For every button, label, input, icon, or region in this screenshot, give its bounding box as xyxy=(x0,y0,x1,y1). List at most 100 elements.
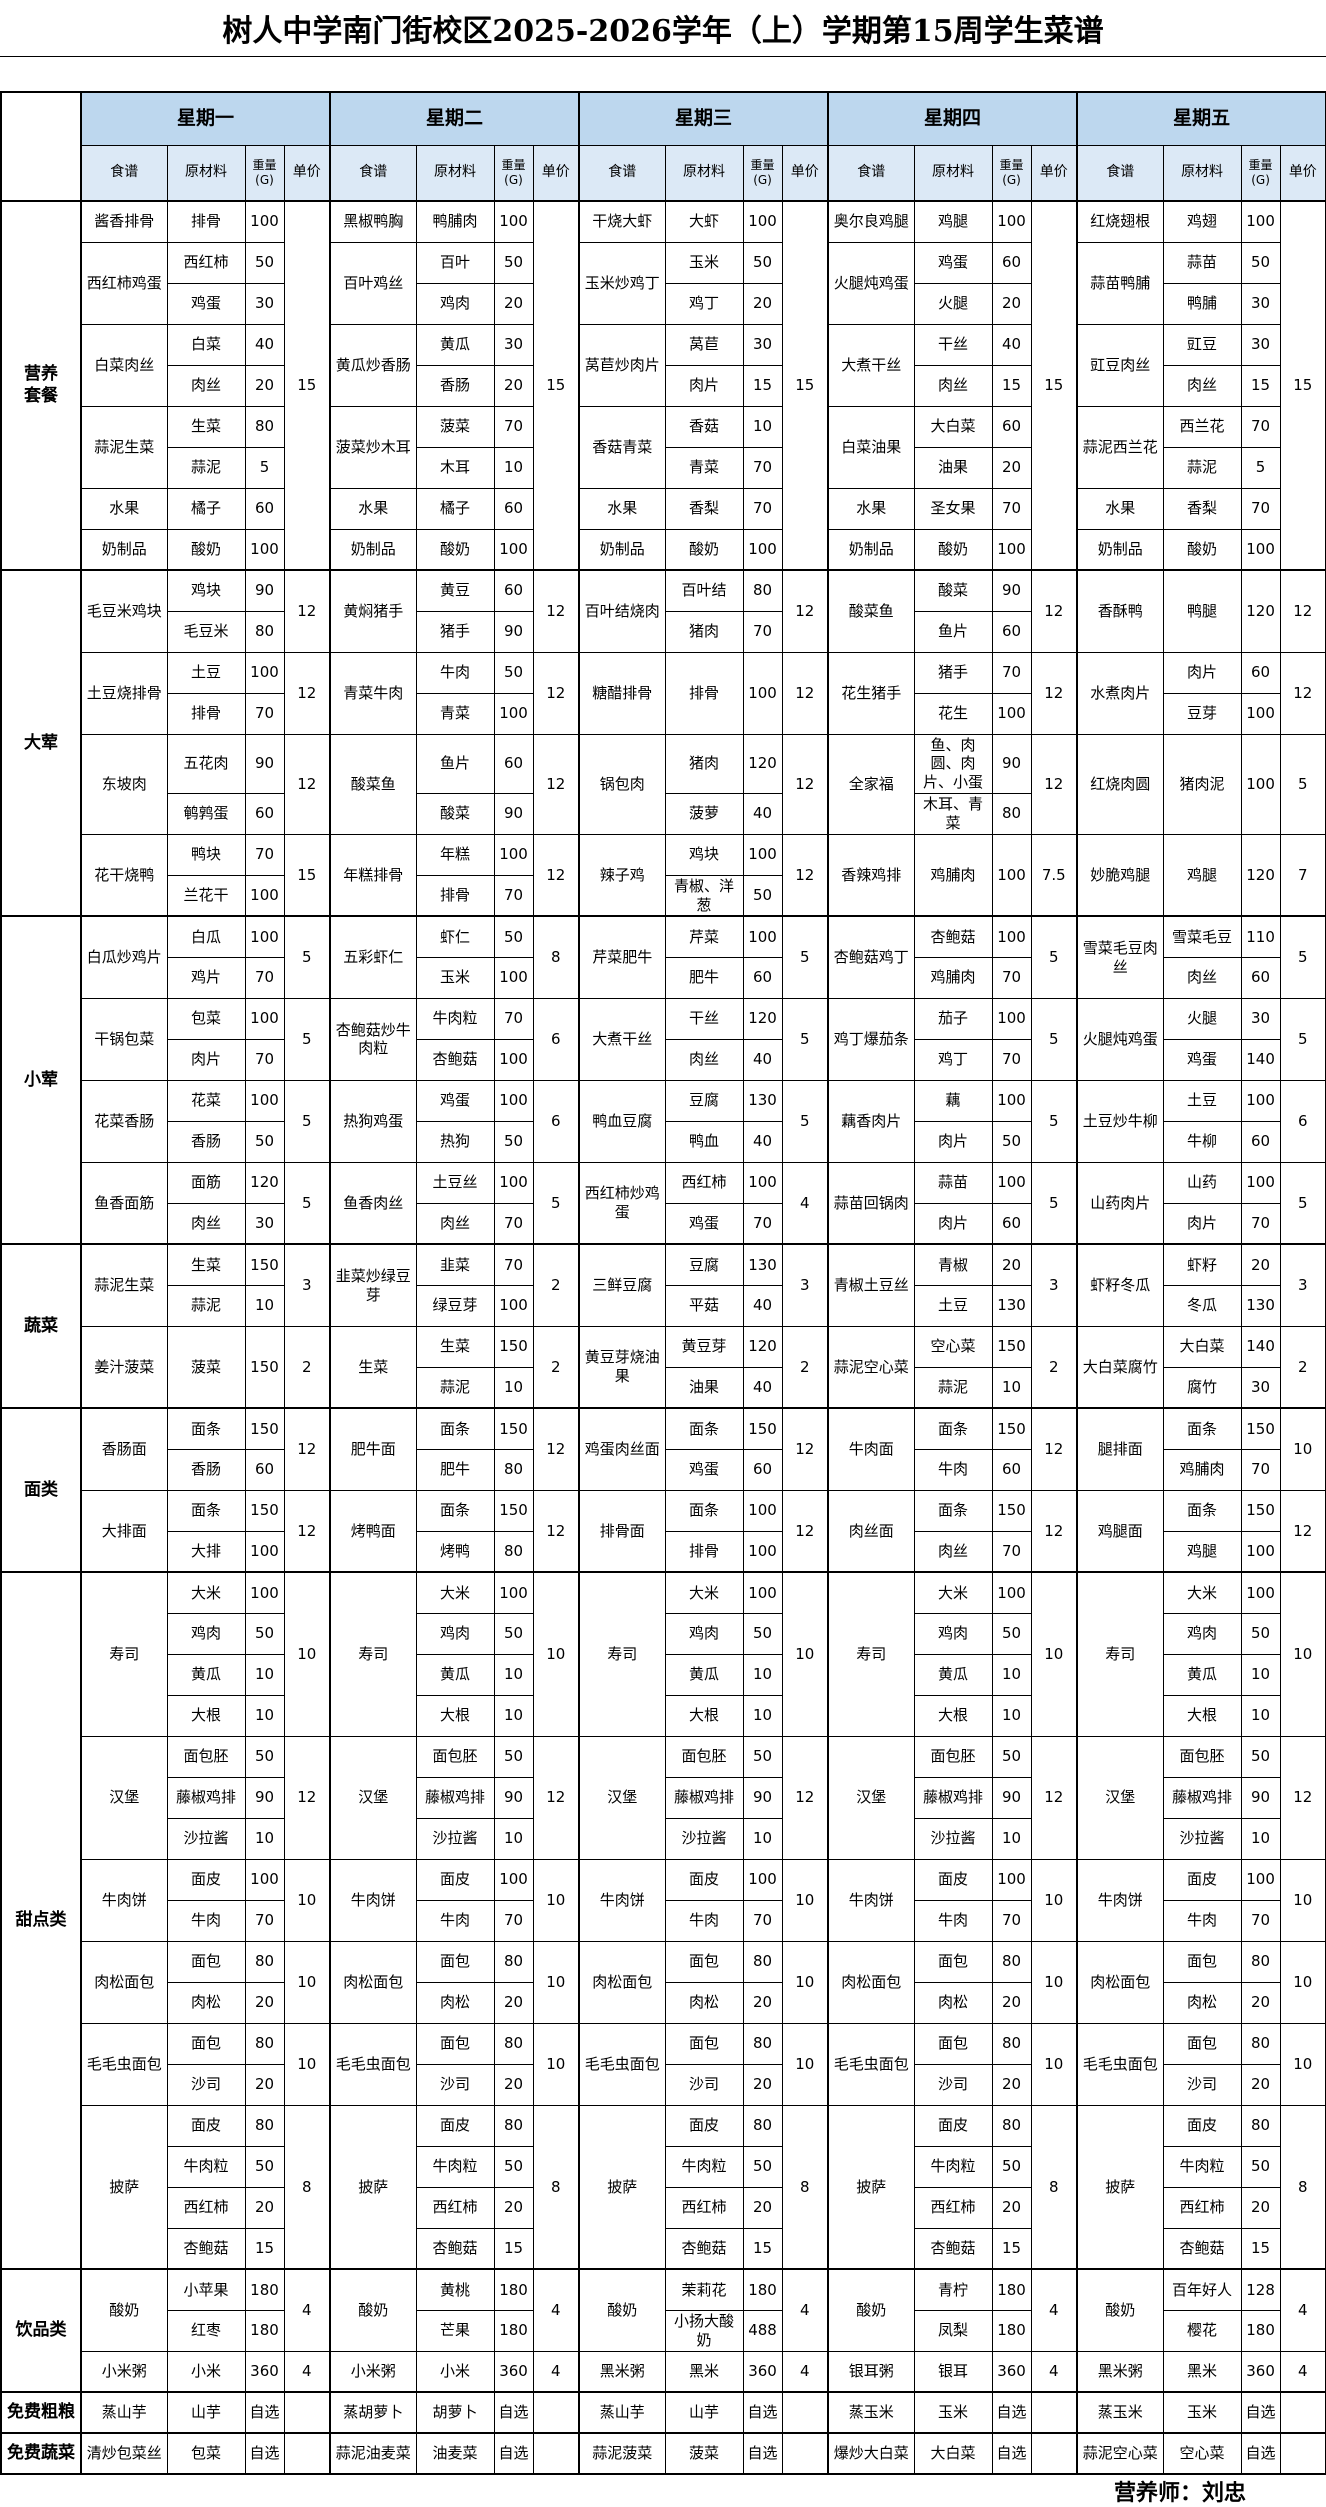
price-cell: 12 xyxy=(781,1735,829,1860)
weight-cell: 50 xyxy=(742,874,783,917)
weight-cell: 100 xyxy=(742,833,783,876)
ingredient-cell: 肉松 xyxy=(1162,1981,1242,2024)
ingredient-cell: 干丝 xyxy=(913,323,993,366)
weight-cell: 70 xyxy=(991,1038,1032,1081)
weight-cell: 80 xyxy=(991,2022,1032,2065)
price-cell: 6 xyxy=(532,997,580,1081)
dish-cell: 酸奶 xyxy=(329,2268,417,2352)
weight-cell: 20 xyxy=(742,1981,783,2024)
price-cell xyxy=(532,2391,580,2434)
weight-cell: 90 xyxy=(991,1776,1032,1819)
day-header: 星期二 xyxy=(329,91,580,146)
ingredient-cell: 胡萝卜 xyxy=(415,2391,495,2434)
weight-cell: 自选 xyxy=(742,2432,783,2475)
price-cell: 6 xyxy=(532,1079,580,1163)
ingredient-cell: 小米 xyxy=(415,2350,495,2393)
price-cell: 3 xyxy=(1030,1243,1078,1327)
weight-cell: 80 xyxy=(244,2022,285,2065)
dish-cell: 大排面 xyxy=(80,1489,168,1573)
weight-cell: 15 xyxy=(493,2227,534,2270)
ingredient-cell: 鸡脯肉 xyxy=(1162,1448,1242,1491)
price-cell: 4 xyxy=(1279,2268,1326,2352)
ingredient-cell: 肉丝 xyxy=(415,1202,495,1245)
ingredient-cell: 黄瓜 xyxy=(166,1653,246,1696)
price-cell: 4 xyxy=(532,2268,580,2352)
weight-cell: 100 xyxy=(244,997,285,1040)
weight-cell: 100 xyxy=(1240,1571,1281,1614)
price-cell: 12 xyxy=(781,1489,829,1573)
weight-cell: 100 xyxy=(742,651,783,735)
dish-cell: 肥牛面 xyxy=(329,1407,417,1491)
dish-cell: 红烧翅根 xyxy=(1076,200,1164,243)
weight-cell: 90 xyxy=(493,792,534,835)
ingredient-cell: 鸡块 xyxy=(664,833,744,876)
dish-cell: 毛毛虫面包 xyxy=(578,2022,666,2106)
ingredient-cell: 面条 xyxy=(415,1489,495,1532)
category-cell: 小荤 xyxy=(0,915,82,1245)
dish-cell: 青椒土豆丝 xyxy=(827,1243,915,1327)
dish-cell: 酸菜鱼 xyxy=(827,569,915,653)
weight-cell: 20 xyxy=(742,2063,783,2106)
ingredient-cell: 土豆 xyxy=(913,1284,993,1327)
ingredient-cell: 大排 xyxy=(166,1530,246,1573)
ingredient-cell: 鸡蛋 xyxy=(415,1079,495,1122)
col-header-price: 单价 xyxy=(781,145,829,202)
weight-cell: 20 xyxy=(493,2186,534,2229)
ingredient-cell: 芹菜 xyxy=(664,915,744,958)
ingredient-cell: 鸡肉 xyxy=(664,1612,744,1655)
ingredient-cell: 玉米 xyxy=(1162,2391,1242,2434)
ingredient-cell: 菠菜 xyxy=(166,1325,246,1409)
ingredient-cell: 面条 xyxy=(1162,1407,1242,1450)
weight-cell: 10 xyxy=(493,1653,534,1696)
ingredient-cell: 面包胚 xyxy=(166,1735,246,1778)
weight-cell: 100 xyxy=(493,1858,534,1901)
day-header: 星期四 xyxy=(827,91,1078,146)
weight-cell: 70 xyxy=(493,1899,534,1942)
dish-cell: 蒜苗鸭脯 xyxy=(1076,241,1164,325)
weight-cell: 15 xyxy=(1240,364,1281,407)
weight-cell: 20 xyxy=(493,1981,534,2024)
weight-cell: 180 xyxy=(742,2268,783,2311)
price-cell: 12 xyxy=(1030,1489,1078,1573)
ingredient-cell: 冬瓜 xyxy=(1162,1284,1242,1327)
ingredient-cell: 烤鸭 xyxy=(415,1530,495,1573)
weight-cell: 40 xyxy=(742,1120,783,1163)
weight-cell: 100 xyxy=(1240,1858,1281,1901)
ingredient-cell: 青椒、洋葱 xyxy=(664,874,744,917)
weight-cell: 100 xyxy=(1240,692,1281,735)
ingredient-cell: 油果 xyxy=(664,1366,744,1409)
price-cell xyxy=(1030,2391,1078,2434)
dish-cell: 蒸玉米 xyxy=(827,2391,915,2434)
price-cell: 10 xyxy=(781,2022,829,2106)
price-cell: 10 xyxy=(1030,2022,1078,2106)
weight-cell: 15 xyxy=(742,364,783,407)
ingredient-cell: 大根 xyxy=(913,1694,993,1737)
weight-cell: 100 xyxy=(1240,1079,1281,1122)
weight-cell: 50 xyxy=(742,2145,783,2188)
price-cell: 12 xyxy=(1279,569,1326,653)
weight-cell: 50 xyxy=(991,2145,1032,2188)
dish-cell: 肉松面包 xyxy=(827,1940,915,2024)
price-cell: 5 xyxy=(1030,1079,1078,1163)
ingredient-cell: 百叶结 xyxy=(664,569,744,612)
weight-cell: 80 xyxy=(991,2104,1032,2147)
dish-cell: 黄瓜炒香肠 xyxy=(329,323,417,407)
price-cell: 12 xyxy=(283,569,331,653)
ingredient-cell: 肥牛 xyxy=(664,956,744,999)
price-cell: 5 xyxy=(1030,997,1078,1081)
weight-cell: 100 xyxy=(1240,1530,1281,1573)
ingredient-cell: 牛肉粒 xyxy=(415,997,495,1040)
weight-cell: 10 xyxy=(742,405,783,448)
weight-cell: 50 xyxy=(493,1735,534,1778)
ingredient-cell: 肉片 xyxy=(913,1202,993,1245)
price-cell: 12 xyxy=(1279,1735,1326,1860)
dish-cell: 披萨 xyxy=(827,2104,915,2270)
ingredient-cell: 青椒 xyxy=(913,1243,993,1286)
price-cell: 7 xyxy=(1279,833,1326,917)
dish-cell: 鱼香肉丝 xyxy=(329,1161,417,1245)
ingredient-cell: 橘子 xyxy=(415,487,495,530)
price-cell: 5 xyxy=(781,1079,829,1163)
ingredient-cell: 腐竹 xyxy=(1162,1366,1242,1409)
weight-cell: 90 xyxy=(991,733,1032,794)
weight-cell: 70 xyxy=(742,1202,783,1245)
